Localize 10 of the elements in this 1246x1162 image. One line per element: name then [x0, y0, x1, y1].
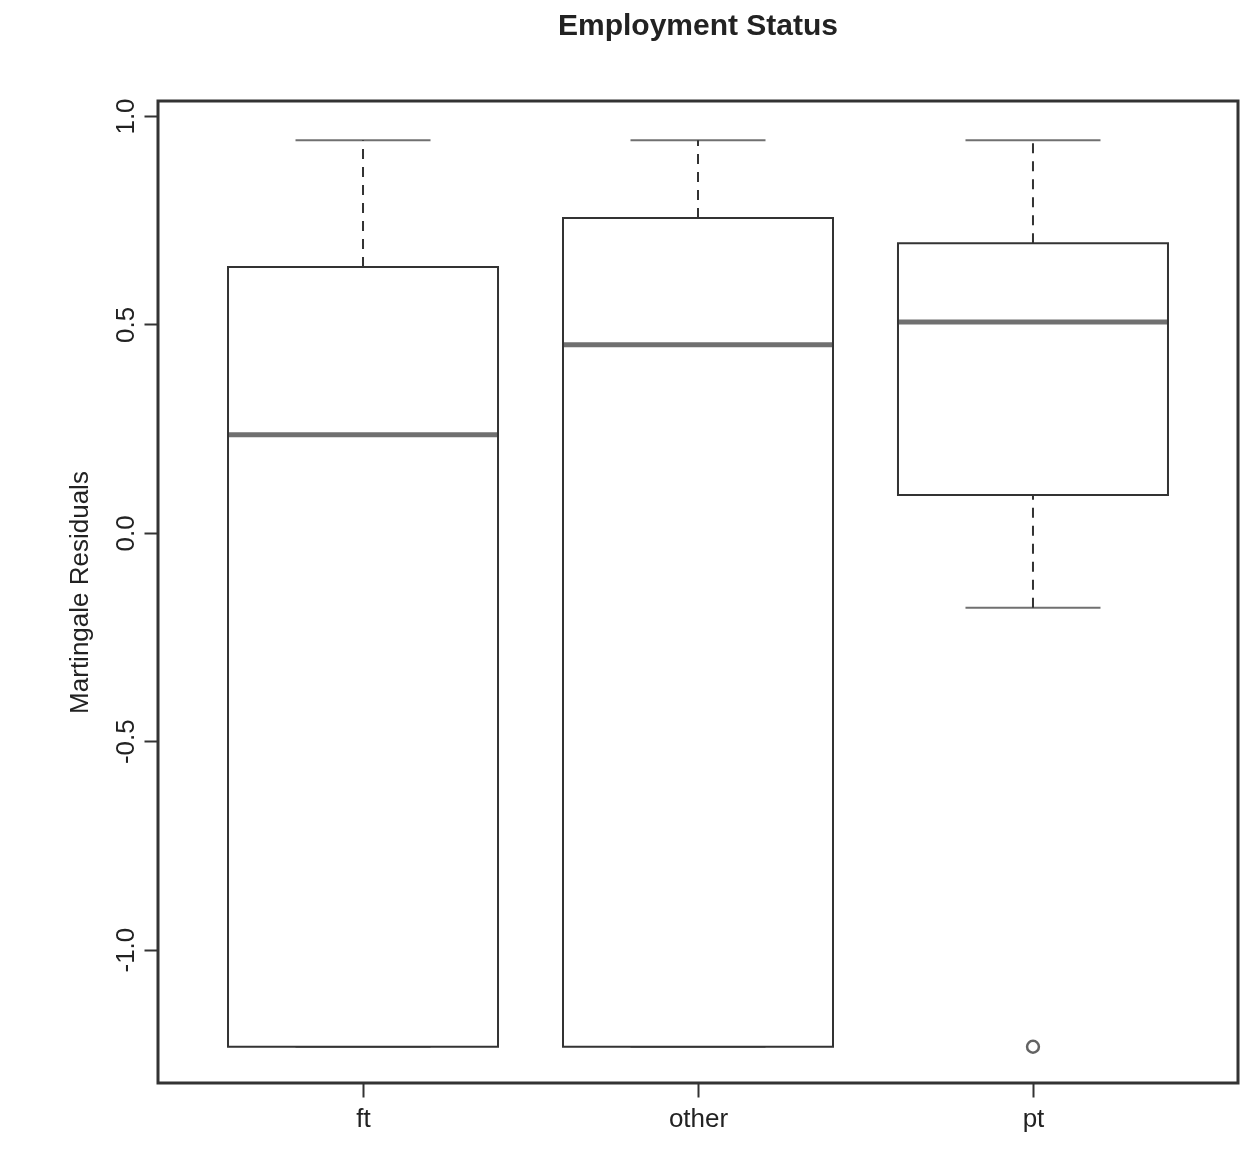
y-tick-label: -1.0	[109, 927, 140, 973]
chart-title: Employment Status	[557, 7, 839, 41]
x-tick-label: other	[668, 1102, 729, 1133]
y-tick-label: 0.0	[109, 515, 140, 552]
x-tick-label: pt	[1022, 1102, 1046, 1133]
y-tick-label: 0.5	[109, 306, 140, 343]
x-tick-label: ft	[356, 1102, 372, 1133]
y-tick-label: 1.0	[109, 98, 140, 135]
y-tick-label: -0.5	[109, 719, 140, 765]
y-axis-title: Martingale Residuals	[63, 471, 94, 714]
